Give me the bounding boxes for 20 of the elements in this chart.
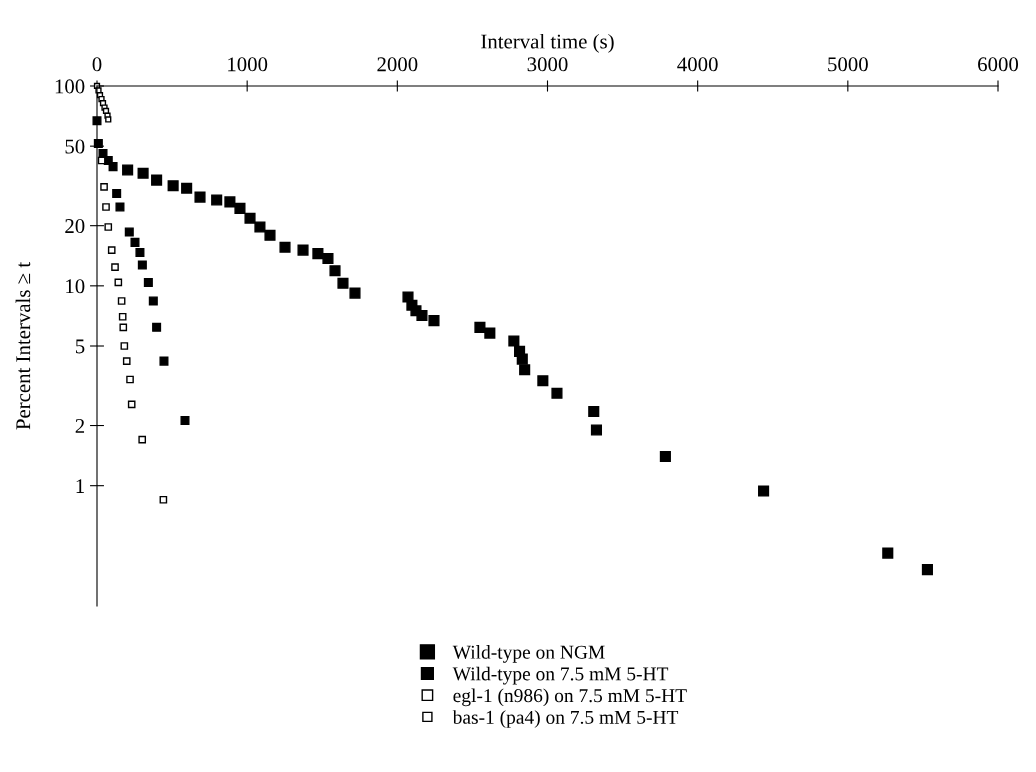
- y-tick-label: 2: [75, 418, 85, 433]
- y-tick-label: 1: [76, 479, 84, 493]
- legend-label: egl-1 (n986) on 7.5 mM 5-HT: [453, 688, 687, 707]
- legend-label: bas-1 (pa4) on 7.5 mM 5-HT: [452, 710, 679, 728]
- x-axis-title: Interval time (s): [481, 33, 614, 53]
- y-tick-label: 50: [65, 139, 85, 154]
- x-tick-label: 2000: [377, 57, 418, 72]
- x-tick-label: 5000: [828, 57, 868, 72]
- x-tick-label: 6000: [978, 57, 1019, 72]
- x-tick-label: 0: [92, 57, 102, 72]
- x-tick-label: 3000: [527, 57, 568, 72]
- y-tick-label: 10: [66, 279, 85, 294]
- legend-label: Wild-type on NGM: [452, 645, 605, 663]
- x-tick-label: 1000: [228, 57, 268, 72]
- y-tick-label: 20: [65, 219, 85, 234]
- y-axis-title: Percent Intervals ≥ t: [15, 262, 31, 430]
- y-tick-label: 100: [55, 79, 85, 94]
- legend-label: Wild-type on 7.5 mM 5-HT: [452, 666, 669, 685]
- y-tick-label: 5: [75, 339, 85, 354]
- x-tick-label: 4000: [677, 57, 718, 72]
